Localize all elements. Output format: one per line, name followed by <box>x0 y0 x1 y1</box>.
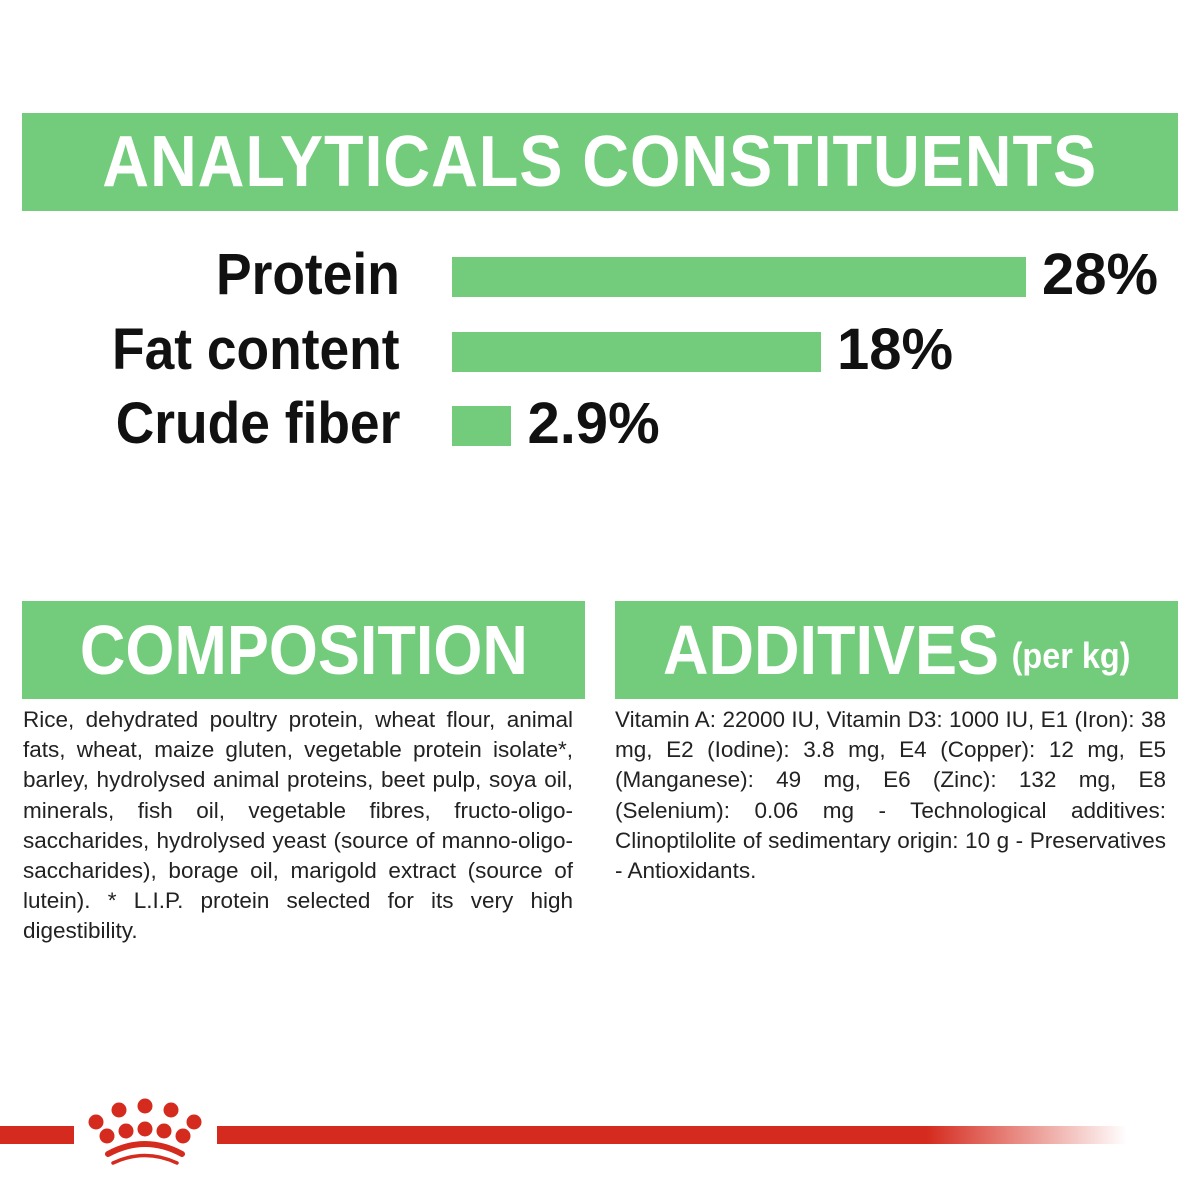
additives-subtitle: (per kg) <box>1011 634 1131 676</box>
bar-crude-fiber <box>452 406 512 446</box>
category-label: Fat content <box>112 317 400 382</box>
footer-line-right <box>217 1126 1127 1144</box>
additives-title: ADDITIVES <box>662 611 999 689</box>
value-label: 18% <box>837 317 954 382</box>
value-label: 28% <box>1042 242 1159 307</box>
category-label: Protein <box>216 242 400 307</box>
composition-header: COMPOSITION <box>22 601 585 699</box>
value-label: 2.9% <box>527 391 660 456</box>
category-label: Crude fiber <box>115 391 400 456</box>
royal-canin-crown-icon <box>88 1098 202 1165</box>
additives-header: ADDITIVES (per kg) <box>615 601 1178 699</box>
composition-text: Rice, dehydrated poultry protein, wheat … <box>23 707 573 944</box>
composition-title: COMPOSITION <box>79 611 528 689</box>
additives-text: Vitamin A: 22000 IU, Vitamin D3: 1000 IU… <box>615 707 1166 884</box>
bar-fat-content <box>452 332 821 372</box>
analytical-title: ANALYTICALS CONSTITUENTS <box>102 122 1098 202</box>
footer-line-left <box>0 1126 74 1144</box>
bar-protein <box>452 257 1026 297</box>
analytical-constituents-header: ANALYTICALS CONSTITUENTS <box>22 113 1178 211</box>
